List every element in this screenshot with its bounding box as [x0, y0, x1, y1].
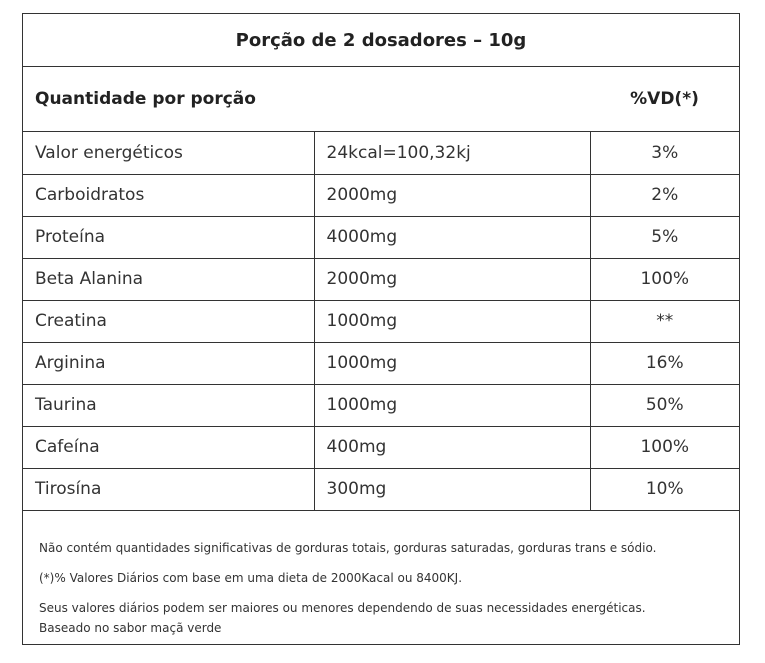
footnote-needs: Seus valores diários podem ser maiores o… [39, 601, 646, 615]
footnotes: Não contém quantidades significativas de… [39, 538, 729, 638]
nutrient-amount: 1000mg [314, 342, 591, 385]
nutrient-name: Carboidratos [23, 174, 315, 217]
nutrient-amount: 24kcal=100,32kj [314, 132, 591, 175]
table-row: Cafeína 400mg 100% [23, 426, 739, 469]
table-header: Quantidade por porção %VD(*) [23, 67, 739, 132]
nutrient-vd: 100% [590, 258, 739, 301]
nutrient-name: Arginina [23, 342, 315, 385]
table-row: Tirosína 300mg 10% [23, 468, 739, 511]
footnote-flavor: Baseado no sabor maçã verde [39, 621, 222, 635]
table-row: Proteína 4000mg 5% [23, 216, 739, 259]
table-row: Arginina 1000mg 16% [23, 342, 739, 385]
nutrient-vd: 50% [590, 384, 739, 427]
nutrient-vd: ** [590, 300, 739, 343]
table-row: Valor energéticos 24kcal=100,32kj 3% [23, 132, 739, 175]
serving-size-title: Porção de 2 dosadores – 10g [23, 14, 739, 67]
nutrient-name: Creatina [23, 300, 315, 343]
nutrient-name: Cafeína [23, 426, 315, 469]
nutrient-amount: 1000mg [314, 384, 591, 427]
nutrient-name: Tirosína [23, 468, 315, 511]
nutrient-vd: 16% [590, 342, 739, 385]
nutrient-vd: 3% [590, 132, 739, 175]
nutrient-amount: 400mg [314, 426, 591, 469]
nutrient-amount: 1000mg [314, 300, 591, 343]
nutrient-amount: 2000mg [314, 258, 591, 301]
header-quantity-label: Quantidade por porção [35, 89, 256, 109]
header-vd-label: %VD(*) [630, 89, 699, 109]
nutrient-amount: 300mg [314, 468, 591, 511]
table-row: Carboidratos 2000mg 2% [23, 174, 739, 217]
nutrient-amount: 2000mg [314, 174, 591, 217]
table-row: Taurina 1000mg 50% [23, 384, 739, 427]
nutrient-vd: 10% [590, 468, 739, 511]
nutrition-facts-panel: Porção de 2 dosadores – 10g Quantidade p… [22, 13, 740, 645]
table-row: Creatina 1000mg ** [23, 300, 739, 343]
nutrient-name: Valor energéticos [23, 132, 315, 175]
nutrient-vd: 5% [590, 216, 739, 259]
footnote-insignificant: Não contém quantidades significativas de… [39, 541, 657, 555]
nutrient-name: Proteína [23, 216, 315, 259]
table-row: Beta Alanina 2000mg 100% [23, 258, 739, 301]
nutrient-amount: 4000mg [314, 216, 591, 259]
nutrient-name: Beta Alanina [23, 258, 315, 301]
nutrient-vd: 100% [590, 426, 739, 469]
nutrient-vd: 2% [590, 174, 739, 217]
footnote-daily-values: (*)% Valores Diários com base em uma die… [39, 571, 463, 585]
nutrient-name: Taurina [23, 384, 315, 427]
nutrition-table: Valor energéticos 24kcal=100,32kj 3% Car… [23, 132, 739, 511]
